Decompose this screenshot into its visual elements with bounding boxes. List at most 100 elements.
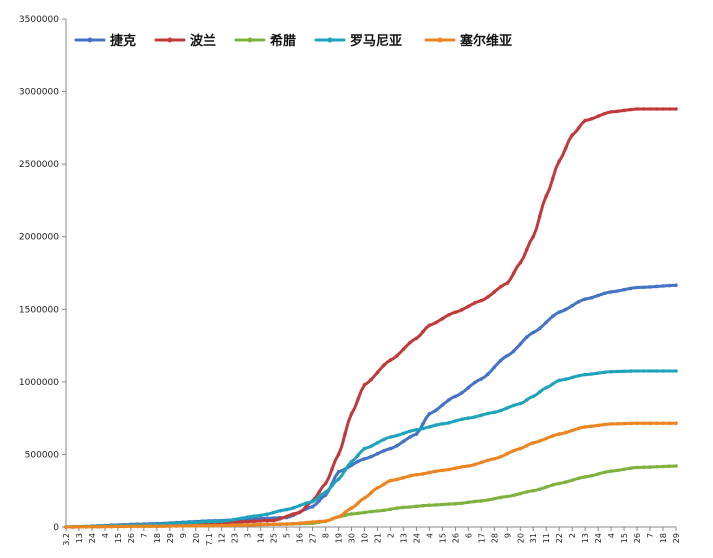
x-tick-label: 30 <box>348 533 357 543</box>
legend-marker-5 <box>437 37 443 43</box>
legend-label-3: 希腊 <box>270 33 296 49</box>
data-point <box>615 422 620 426</box>
data-point <box>505 451 510 456</box>
data-point <box>207 523 211 528</box>
data-point <box>434 469 438 474</box>
data-point <box>486 498 490 502</box>
data-point <box>336 470 341 474</box>
data-point <box>265 518 270 523</box>
data-point <box>362 510 367 515</box>
series-markers-5 <box>64 421 678 529</box>
data-point <box>531 441 535 445</box>
series-line-4 <box>64 369 678 529</box>
data-point <box>265 522 270 527</box>
data-point <box>414 336 419 341</box>
data-point <box>284 514 289 519</box>
y-tick-label: 3000000 <box>19 88 59 98</box>
data-point <box>369 491 373 495</box>
data-point <box>375 509 380 513</box>
data-point <box>284 522 289 526</box>
data-point <box>310 520 315 524</box>
data-point <box>615 109 620 114</box>
data-point <box>395 433 399 438</box>
data-point <box>635 285 639 290</box>
data-point <box>505 353 510 358</box>
data-point <box>622 108 626 113</box>
data-point <box>245 515 250 519</box>
data-point <box>349 512 354 516</box>
x-tick-label: 24 <box>412 533 421 543</box>
data-point <box>356 397 360 402</box>
data-point <box>667 369 672 373</box>
x-tick-label: 3.2 <box>62 533 71 546</box>
data-point <box>667 464 672 469</box>
data-point <box>589 295 594 300</box>
data-point <box>609 469 613 473</box>
data-point <box>473 462 477 467</box>
x-tick-label: 15 <box>438 533 447 543</box>
data-point <box>103 524 107 529</box>
data-point <box>524 335 529 340</box>
legend: 捷克 波兰 希腊 罗马尼亚 塞尔维亚 <box>74 33 512 49</box>
data-point <box>622 467 626 472</box>
data-point <box>447 421 451 425</box>
data-point <box>64 525 68 529</box>
data-point <box>648 107 652 111</box>
data-point <box>570 375 574 380</box>
x-tick-label: 29 <box>166 533 175 543</box>
data-point <box>479 377 484 381</box>
data-point <box>654 107 659 111</box>
x-tick-label: 8 <box>322 533 331 538</box>
data-point <box>207 519 211 524</box>
data-point <box>635 421 639 426</box>
data-point <box>609 110 613 114</box>
data-point <box>375 486 380 490</box>
data-point <box>70 525 75 529</box>
data-point <box>291 512 295 516</box>
data-point <box>563 480 568 484</box>
legend-marker-2 <box>167 37 173 43</box>
data-point <box>271 522 276 527</box>
x-tick-label: 24 <box>594 533 603 543</box>
data-point <box>343 468 347 473</box>
data-point <box>200 523 205 528</box>
series-layer <box>64 107 678 529</box>
data-point <box>550 176 555 181</box>
data-point <box>77 525 81 529</box>
data-point <box>622 421 626 426</box>
data-point <box>609 422 613 426</box>
data-point <box>667 421 672 426</box>
x-tick-label: 18 <box>659 533 668 543</box>
data-point <box>453 466 458 471</box>
series-line-3 <box>64 464 678 529</box>
data-point <box>421 426 425 431</box>
data-point <box>421 422 425 426</box>
data-point <box>505 406 510 410</box>
data-point <box>382 508 386 513</box>
data-point <box>440 502 445 507</box>
x-tick-label: 29 <box>672 533 681 543</box>
data-point <box>453 394 458 399</box>
data-point <box>563 307 568 312</box>
data-point <box>628 286 633 291</box>
data-point <box>602 470 607 475</box>
x-tick-label: 10 <box>361 533 370 543</box>
data-point <box>583 372 587 377</box>
data-point <box>674 369 678 373</box>
data-point <box>589 424 594 429</box>
data-point <box>492 290 497 294</box>
data-point <box>648 465 652 469</box>
data-point <box>168 524 172 528</box>
x-tick-label: 9 <box>503 533 512 538</box>
data-point <box>576 476 581 481</box>
data-point <box>512 403 516 408</box>
data-point <box>323 519 328 523</box>
data-point <box>505 494 510 499</box>
data-point <box>427 323 432 328</box>
data-point <box>512 349 516 353</box>
data-point <box>434 320 438 325</box>
data-point <box>615 289 620 293</box>
data-point <box>401 475 406 480</box>
y-tick-label: 1000000 <box>19 378 59 388</box>
data-point <box>219 519 224 523</box>
